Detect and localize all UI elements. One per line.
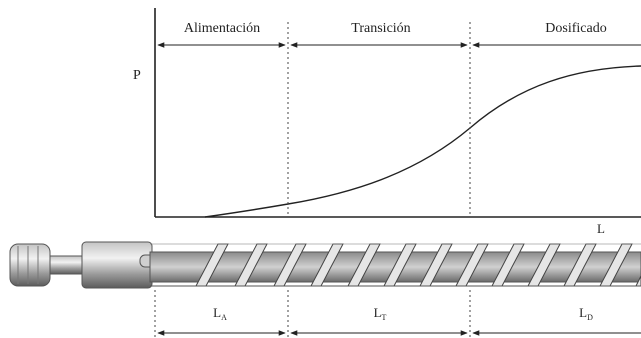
screw-end-cap [9, 243, 51, 287]
feed-length-label: LA [213, 305, 227, 322]
x-axis-label: L [597, 221, 605, 236]
metering-zone-label: Dosificado [545, 21, 606, 36]
transition-zone-label: Transición [351, 21, 410, 36]
screw-neck [49, 255, 83, 275]
extruder-screw [9, 241, 641, 289]
y-axis-label: P [133, 68, 141, 83]
pressure-curve [204, 65, 641, 218]
feed-zone-label: Alimentación [184, 21, 260, 36]
transition-length-label: LT [374, 305, 387, 322]
metering-length-label: LD [579, 305, 593, 322]
